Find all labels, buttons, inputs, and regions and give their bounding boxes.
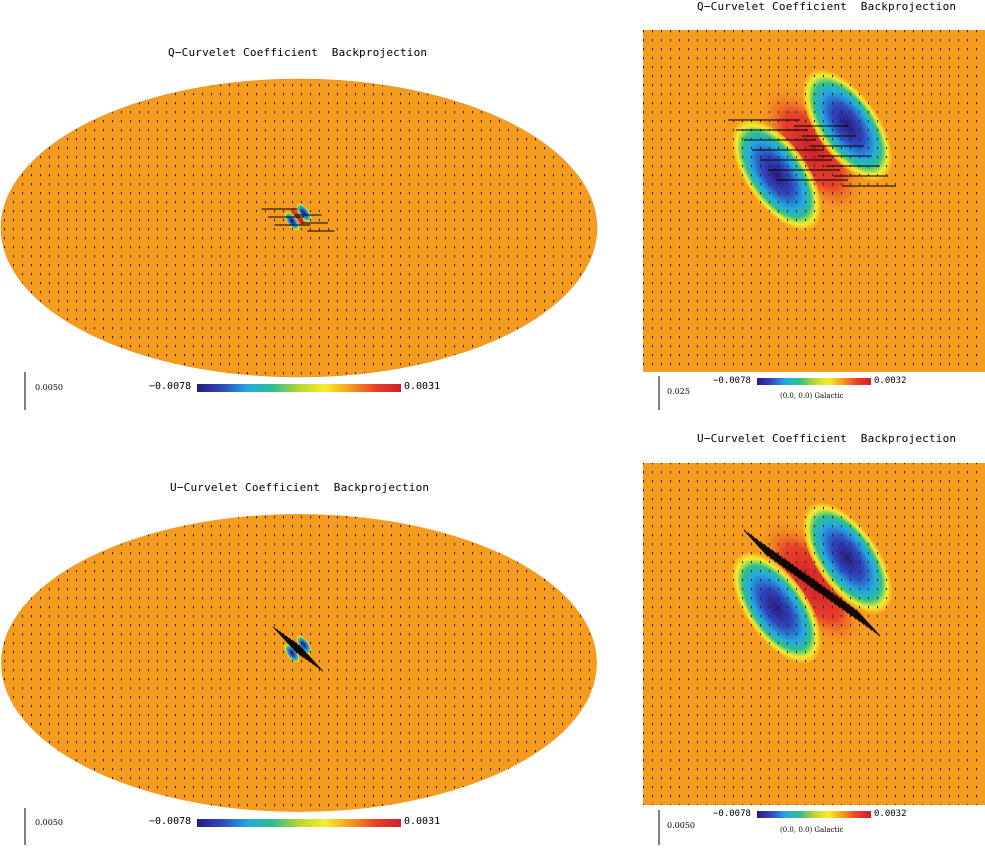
q-zoom-colorbar-min: −0.0078 xyxy=(713,376,751,386)
q-zoom-colorbar xyxy=(757,378,871,385)
u-mollweide-scale-label: 0.0050 xyxy=(35,818,63,827)
map-panel xyxy=(1,79,597,377)
u-zoom-colorbar xyxy=(757,811,871,818)
q-zoom-title: Q−Curvelet Coefficient Backprojection xyxy=(697,0,957,13)
u-zoom-title: U−Curvelet Coefficient Backprojection xyxy=(697,432,957,445)
q-mollweide-colorbar-max: 0.0031 xyxy=(404,381,441,392)
u-zoom-colorbar-max: 0.0032 xyxy=(874,809,907,819)
q-mollweide-outline xyxy=(0,78,598,378)
u-mollweide-title: U−Curvelet Coefficient Backprojection xyxy=(170,481,430,494)
q-zoom-colorbar-max: 0.0032 xyxy=(874,376,907,386)
u-mollweide-colorbar-min: −0.0078 xyxy=(149,816,192,827)
map-panel xyxy=(1,514,597,812)
q-mollweide-title: Q−Curvelet Coefficient Backprojection xyxy=(168,46,428,59)
q-mollweide-colorbar-min: −0.0078 xyxy=(149,381,192,392)
polarization-lines xyxy=(261,208,335,232)
map-panel xyxy=(643,463,985,805)
polarization-lines xyxy=(272,626,324,672)
polarization-lines xyxy=(728,119,896,187)
u-zoom-colorbar-min: −0.0078 xyxy=(713,809,751,819)
polarization-lines xyxy=(743,529,881,637)
q-zoom-scale-label: 0.025 xyxy=(667,387,690,396)
u-mollweide-colorbar xyxy=(197,819,401,827)
q-mollweide-scale-label: 0.0050 xyxy=(35,383,63,392)
q-mollweide-colorbar xyxy=(197,384,401,392)
q-zoom-caption: (0.0, 0.0) Galactic xyxy=(780,392,844,400)
u-zoom-caption: (0.0, 0.0) Galactic xyxy=(780,826,844,834)
u-zoom-scale-label: 0.0050 xyxy=(667,821,695,830)
map-panel xyxy=(643,30,985,372)
u-mollweide-colorbar-max: 0.0031 xyxy=(404,816,441,827)
